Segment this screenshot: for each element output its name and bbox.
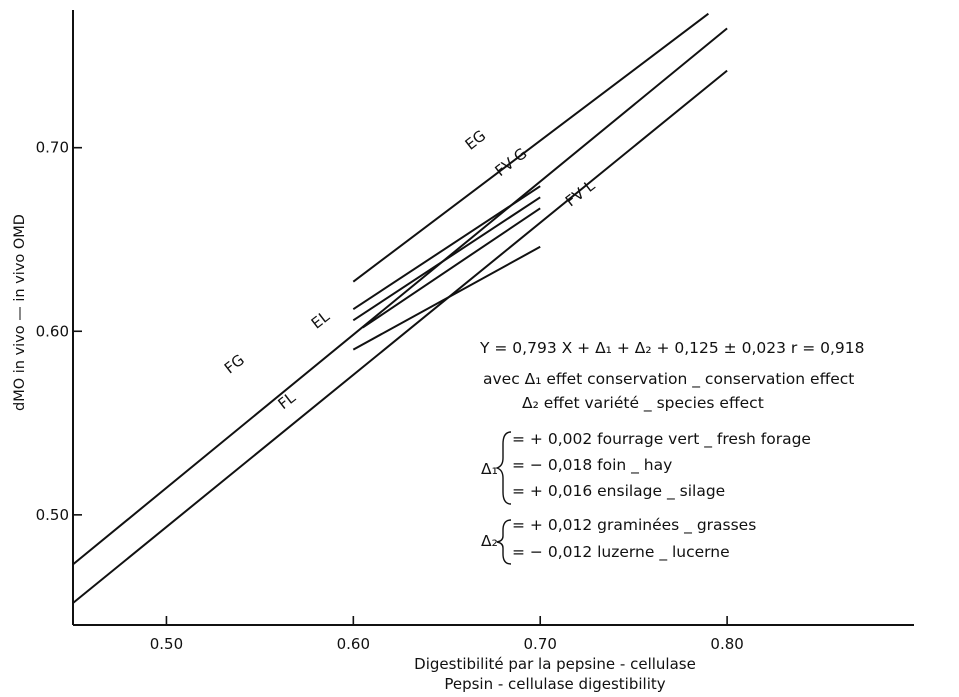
x-tick-label-1: 0.60 xyxy=(337,635,370,653)
series-line-unlabeled-6 xyxy=(362,207,541,329)
avec-line-2: Δ₂ effet variété _ species effect xyxy=(522,394,764,413)
series-line-fv-g xyxy=(72,27,728,566)
x-axis-label-1: Pepsin - cellulase digestibility xyxy=(444,675,665,693)
annotation-block: Y = 0,793 X + Δ₁ + Δ₂ + 0,125 ± 0,023 r … xyxy=(479,339,865,565)
y-tick-label-1: 0.60 xyxy=(36,322,69,340)
series-line-fl xyxy=(352,245,541,351)
delta1-item-3: = + 0,016 ensilage _ silage xyxy=(512,482,725,501)
series-label-fv-l: FV L xyxy=(562,176,599,210)
series-label-eg: EG xyxy=(462,126,490,153)
avec-line-1: avec Δ₁ effet conservation _ conservatio… xyxy=(483,370,854,389)
delta2-item-2: = − 0,012 luzerne _ lucerne xyxy=(512,543,730,562)
x-tick-label-2: 0.70 xyxy=(524,635,557,653)
delta2-item-1: = + 0,012 graminées _ grasses xyxy=(512,516,756,535)
series-label-el: EL xyxy=(308,307,334,333)
delta1-item-2: = − 0,018 foin _ hay xyxy=(512,456,672,475)
delta1-symbol: Δ₁ xyxy=(481,460,498,478)
series-line-fv-l xyxy=(72,69,728,604)
y-tick-label-2: 0.70 xyxy=(36,139,69,157)
equation-text: Y = 0,793 X + Δ₁ + Δ₂ + 0,125 ± 0,023 r … xyxy=(479,339,865,357)
delta1-item-1: = + 0,002 fourrage vert _ fresh forage xyxy=(512,430,811,449)
series-label-fl: FL xyxy=(274,388,299,413)
axes: 0.50 0.60 0.70 0.80 0.50 0.60 0.70 dMO in vivo … xyxy=(12,10,914,693)
x-tick-label-0: 0.50 xyxy=(150,635,183,653)
y-axis-label: dMO in vivo — in vivo OMD xyxy=(12,214,28,411)
x-axis-label-0: Digestibilité par la pepsine - cellulase xyxy=(414,655,696,673)
series-label-fv-g: FV G xyxy=(492,144,531,180)
series-lines xyxy=(72,12,728,604)
delta2-brace xyxy=(496,519,512,565)
series-line-fg xyxy=(352,196,541,322)
delta1-brace xyxy=(494,431,512,505)
series-label-fg: FG xyxy=(221,351,248,378)
y-tick-label-0: 0.50 xyxy=(36,506,69,524)
x-tick-label-3: 0.80 xyxy=(710,635,743,653)
series-line-el xyxy=(352,185,541,311)
series-line-eg xyxy=(352,12,710,283)
delta2-symbol: Δ₂ xyxy=(481,532,498,550)
